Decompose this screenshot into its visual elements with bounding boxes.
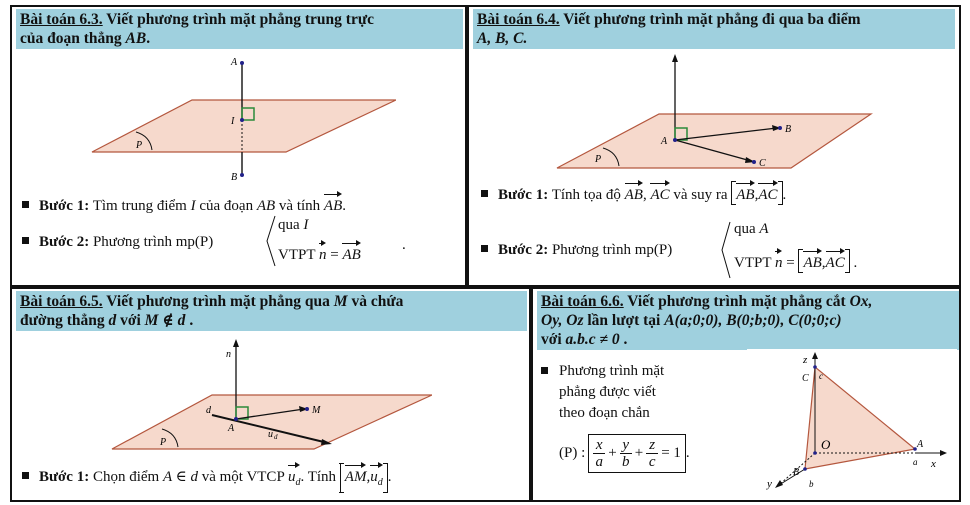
bullet-6-6: Phương trình mặt phẳng được viết theo đo… [541, 361, 664, 424]
point-b [240, 173, 244, 177]
point-c [813, 365, 817, 369]
point-c [752, 160, 756, 164]
bullet-icon [22, 237, 29, 245]
title-6-6: Bài toán 6.6. Viết phương trình mặt phẳn… [537, 291, 959, 350]
vector-am-arrowhead [299, 406, 308, 412]
panel-6-5: Bài toán 6.5. Viết phương trình mặt phẳn… [10, 287, 531, 502]
figure-6-3: A I B P [84, 50, 396, 185]
label-c-lower: c [819, 371, 823, 381]
plane-p [91, 99, 396, 153]
label-b: B [231, 172, 237, 183]
label-x: x [930, 458, 936, 470]
axis-y-visible [778, 468, 806, 486]
step-2-6-4: Bước 2: Phương trình mp(P) [481, 240, 672, 260]
point-b [803, 467, 807, 471]
title-6-5: Bài toán 6.5. Viết phương trình mặt phẳn… [16, 291, 527, 331]
label-b: B [785, 124, 791, 135]
label-a: A [227, 423, 235, 434]
angle-arc [602, 147, 620, 167]
bullet-icon [22, 472, 29, 480]
step-2-6-3: Bước 2: Phương trình mp(P) [22, 232, 213, 252]
label-o: O [821, 437, 831, 452]
panel-6-3: Bài toán 6.3. Viết phương trình mặt phẳn… [10, 5, 467, 287]
label-c-upper: C [802, 373, 809, 384]
point-a [234, 417, 238, 421]
system-6-3: qua I VTPT n = AB [278, 217, 362, 263]
label-m: M [311, 405, 321, 416]
label-n: n [226, 349, 231, 360]
bullet-icon [541, 367, 548, 374]
label-c: C [759, 158, 766, 169]
label-i: I [230, 116, 235, 127]
label-d: d [206, 405, 212, 416]
cross-product-bracket: AB,AC [797, 248, 851, 273]
line-d [211, 414, 329, 444]
label-a: A [660, 136, 668, 147]
normal-arrowhead [233, 339, 239, 347]
panel-6-4: Bài toán 6.4. Viết phương trình mặt phẳn… [467, 5, 961, 287]
label-b-upper: B [793, 467, 799, 478]
step-1-6-5: Bước 1: Chọn điểm A ∈ d và một VTCP ud. … [22, 462, 391, 493]
title-6-4: Bài toán 6.4. Viết phương trình mặt phẳn… [473, 9, 955, 49]
point-m [305, 407, 309, 411]
vector-ac-line [674, 139, 752, 162]
point-i [240, 118, 244, 122]
title-6-3: Bài toán 6.3. Viết phương trình mặt phẳn… [16, 9, 463, 49]
axis-y-arrowhead [775, 480, 783, 488]
normal-arrowhead [672, 54, 678, 62]
step-1-6-4: Bước 1: Tính tọa độ AB, AC và suy ra AB,… [481, 180, 786, 205]
label-p: P [159, 437, 166, 448]
bullet-icon [22, 201, 29, 209]
label-b-lower: b [809, 479, 814, 489]
ud-arrowhead [321, 439, 332, 445]
right-angle-marker [674, 127, 688, 141]
label-ud-sub: d [274, 433, 278, 441]
vector-am-line [235, 408, 305, 420]
vector-ab: AB [323, 191, 343, 216]
right-angle-marker [235, 406, 249, 420]
point-a [673, 138, 677, 142]
axis-x-arrowhead [940, 450, 947, 456]
angle-arc [135, 131, 153, 151]
point-b [778, 126, 782, 130]
panel-6-6: Bài toán 6.6. Viết phương trình mặt phẳn… [531, 287, 961, 502]
axis-z-arrowhead [812, 352, 818, 359]
system-brace-icon [266, 215, 276, 267]
point-o [813, 451, 817, 455]
cross-product-bracket: AM,ud [339, 462, 389, 493]
plane-p [556, 113, 873, 169]
label-p: P [594, 154, 601, 165]
step-1-6-3: Bước 1: Tìm trung điểm I của đoạn AB và … [22, 191, 346, 216]
cross-product-bracket: AB,AC [730, 180, 784, 205]
system-brace-icon [721, 221, 731, 279]
figure-6-4: A B C P [555, 50, 873, 174]
intercept-triangle [804, 365, 917, 470]
label-p: P [135, 140, 142, 151]
label-a-lower: a [913, 457, 918, 467]
bullet-icon [481, 245, 488, 253]
label-z: z [802, 354, 808, 366]
angle-arc [161, 428, 179, 448]
label-y: y [766, 478, 772, 490]
figure-6-6: z C c O A a x B b y [747, 349, 957, 495]
label-a: A [230, 57, 238, 68]
point-a [913, 447, 917, 451]
system-6-4: qua A VTPT n = AB,AC . [734, 221, 858, 273]
bullet-icon [481, 190, 488, 198]
vector-ab-line [674, 127, 778, 141]
figure-6-5: n d A M u d P [108, 333, 432, 453]
plane-p [111, 394, 432, 450]
vector-ab-arrowhead [772, 125, 781, 131]
label-a-upper: A [916, 439, 924, 450]
axis-y [778, 452, 816, 486]
right-angle-marker [241, 107, 255, 121]
point-a [240, 61, 244, 65]
label-ud: u [268, 429, 273, 440]
